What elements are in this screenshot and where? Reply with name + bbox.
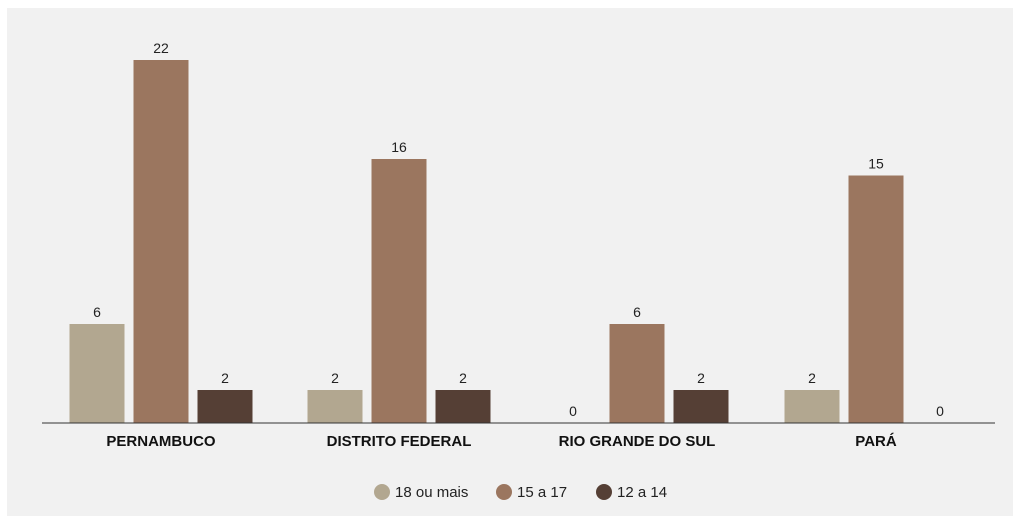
bar-rio-grande-do-sul-12-a-14 bbox=[673, 390, 729, 423]
bar-pernambuco-18-ou-mais bbox=[69, 324, 125, 423]
bar-distrito-federal-12-a-14 bbox=[435, 390, 491, 423]
value-label-para-12-a-14: 0 bbox=[936, 403, 944, 419]
category-label-pernambuco: PERNAMBUCO bbox=[106, 433, 216, 450]
category-label-distrito-federal: DISTRITO FEDERAL bbox=[327, 433, 472, 450]
legend-label-15-a-17: 15 a 17 bbox=[517, 484, 567, 501]
bar-distrito-federal-18-ou-mais bbox=[307, 390, 363, 423]
value-label-pernambuco-18-ou-mais: 6 bbox=[93, 304, 101, 320]
value-label-distrito-federal-18-ou-mais: 2 bbox=[331, 370, 339, 386]
value-label-rio-grande-do-sul-18-ou-mais: 0 bbox=[569, 403, 577, 419]
bar-pernambuco-12-a-14 bbox=[197, 390, 253, 423]
legend-label-12-a-14: 12 a 14 bbox=[617, 484, 667, 501]
legend-swatch-18-ou-mais bbox=[374, 484, 390, 500]
bar-para-15-a-17 bbox=[848, 175, 904, 423]
bar-distrito-federal-15-a-17 bbox=[371, 159, 427, 423]
category-label-para: PARÁ bbox=[855, 433, 897, 450]
value-label-distrito-federal-12-a-14: 2 bbox=[459, 370, 467, 386]
value-label-pernambuco-12-a-14: 2 bbox=[221, 370, 229, 386]
category-label-rio-grande-do-sul: RIO GRANDE DO SUL bbox=[559, 433, 716, 450]
category-labels-layer: PERNAMBUCO DISTRITO FEDERAL RIO GRANDE DO … bbox=[106, 433, 896, 450]
bars-layer bbox=[69, 60, 904, 423]
value-label-pernambuco-15-a-17: 22 bbox=[153, 40, 169, 56]
legend-swatch-15-a-17 bbox=[496, 484, 512, 500]
value-label-rio-grande-do-sul-15-a-17: 6 bbox=[633, 304, 641, 320]
legend-swatch-12-a-14 bbox=[596, 484, 612, 500]
legend-label-18-ou-mais: 18 ou mais bbox=[395, 484, 468, 501]
bar-pernambuco-15-a-17 bbox=[133, 60, 189, 423]
value-label-rio-grande-do-sul-12-a-14: 2 bbox=[697, 370, 705, 386]
legend: 18 ou mais 15 a 17 12 a 14 bbox=[374, 484, 667, 501]
value-label-distrito-federal-15-a-17: 16 bbox=[391, 139, 407, 155]
bar-para-18-ou-mais bbox=[784, 390, 840, 423]
value-label-para-15-a-17: 15 bbox=[868, 156, 884, 172]
value-label-para-18-ou-mais: 2 bbox=[808, 370, 816, 386]
bar-rio-grande-do-sul-15-a-17 bbox=[609, 324, 665, 423]
